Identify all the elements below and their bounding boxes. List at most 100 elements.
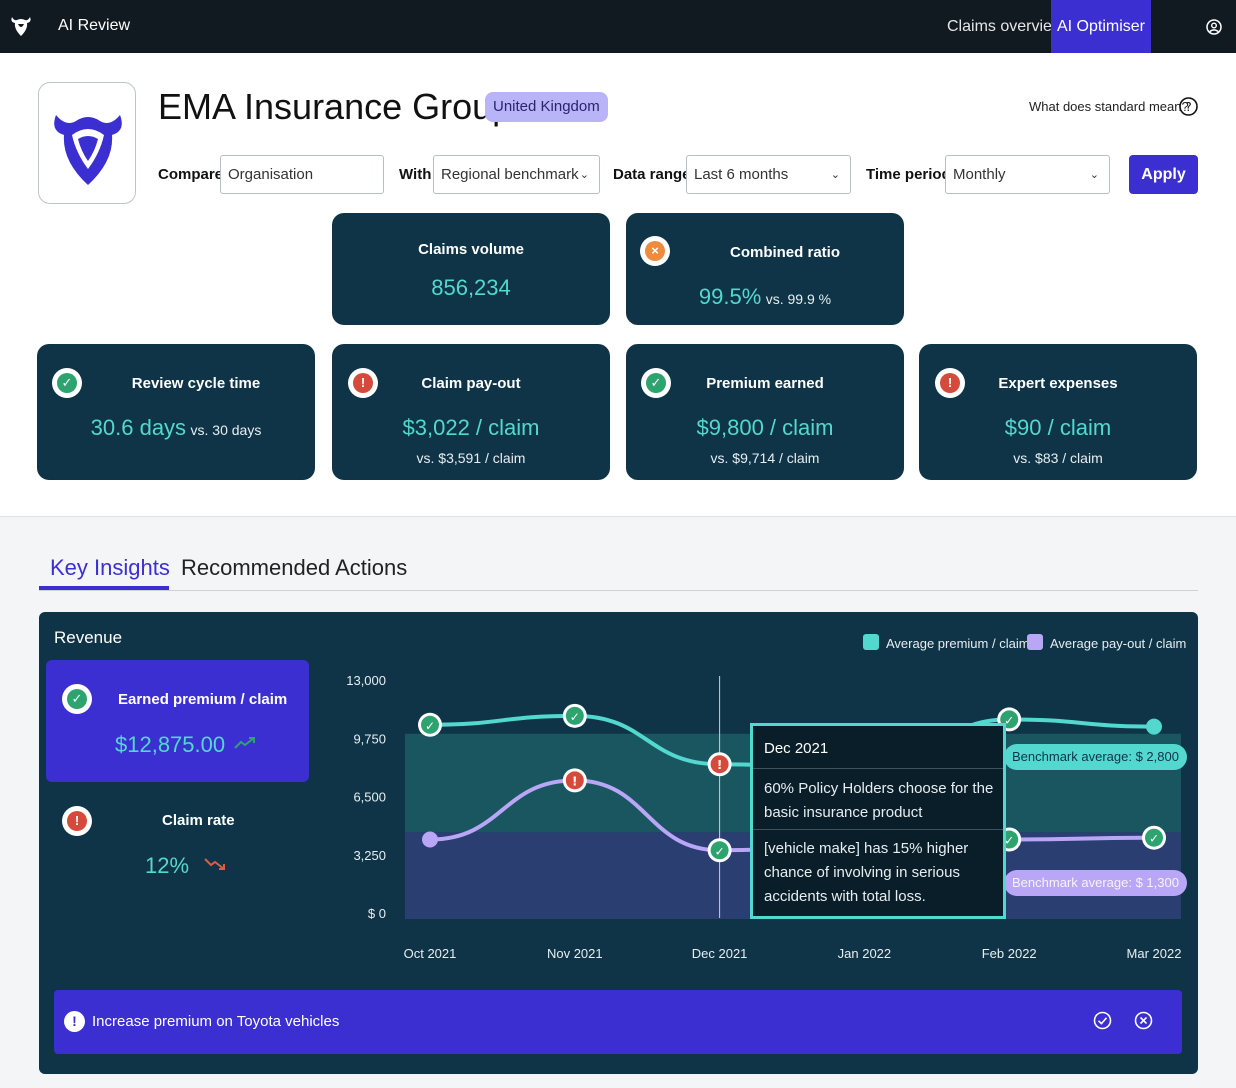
time-period-value: Monthly <box>953 166 1006 183</box>
organisation-logo <box>38 82 136 204</box>
alert-icon: ! <box>64 1011 85 1032</box>
kpi-value: 30.6 days <box>90 415 187 440</box>
y-tick-label: 13,000 <box>346 673 386 688</box>
check-point-icon <box>421 715 439 734</box>
metric-value: 12% <box>145 853 190 878</box>
kpi-premium-earned[interactable]: ✓ Premium earned $9,800 / claim vs. $9,7… <box>626 344 904 480</box>
x-tick-label: Nov 2021 <box>547 946 603 961</box>
warning-orange-icon: × <box>640 236 670 266</box>
x-tick-label: Dec 2021 <box>692 946 748 961</box>
kpi-title: Claims volume <box>418 241 524 258</box>
legend-swatch-premium <box>863 634 879 650</box>
kpi-title: Expert expenses <box>998 375 1118 392</box>
check-point-icon <box>1145 828 1163 847</box>
benchmark-premium-pill: Benchmark average: $ 2,800 <box>1004 744 1187 770</box>
metric-value: $12,875.00 <box>115 732 226 757</box>
kpi-comparison: vs. $9,714 / claim <box>710 450 820 466</box>
x-tick-label: Mar 2022 <box>1127 946 1182 961</box>
point-glyph: ✓ <box>1149 832 1159 846</box>
kpi-title: Claim pay-out <box>421 375 521 392</box>
trend-down-icon <box>204 858 225 870</box>
chart-tooltip: Dec 2021 60% Policy Holders choose for t… <box>750 723 1006 919</box>
data-range-value: Last 6 months <box>694 166 789 183</box>
point-glyph: ✓ <box>1004 713 1014 727</box>
chevron-down-icon: ⌄ <box>579 169 589 181</box>
y-tick-label: 9,750 <box>353 731 386 746</box>
kpi-expert-expenses[interactable]: ! Expert expenses $90 / claim vs. $83 / … <box>919 344 1197 480</box>
legend-premium[interactable]: Average premium / claim <box>886 636 1030 651</box>
bull-head-icon <box>54 115 122 185</box>
compare-input[interactable]: Organisation <box>220 155 384 194</box>
bull-logo-icon[interactable] <box>9 14 33 38</box>
tooltip-insight-1: 60% Policy Holders choose for the basic … <box>764 780 994 821</box>
revenue-title: Revenue <box>54 628 123 647</box>
kpi-combined-ratio[interactable]: × Combined ratio 99.5% vs. 99.9 % <box>626 213 904 325</box>
kpi-comparison: vs. $3,591 / claim <box>416 450 526 466</box>
chevron-down-icon: ⌄ <box>1089 169 1099 181</box>
point-glyph: ✓ <box>1004 834 1014 848</box>
top-nav: AI Review Claims overview AI Optimiser <box>0 0 1236 53</box>
data-range-select[interactable]: Last 6 months ⌄ <box>686 155 851 194</box>
check-point-icon <box>710 841 729 860</box>
trend-up-icon <box>234 737 255 749</box>
dismiss-close-icon[interactable] <box>1134 1011 1153 1030</box>
kpi-title: Review cycle time <box>131 375 261 392</box>
recommendation-text: Increase premium on Toyota vehicles <box>92 1013 340 1030</box>
tab-divider <box>39 590 1198 591</box>
tab-recommended-actions[interactable]: Recommended Actions <box>181 555 408 580</box>
data-range-label: Data range <box>613 166 691 183</box>
accept-check-icon[interactable] <box>1093 1011 1112 1030</box>
with-label: With <box>399 166 432 183</box>
compare-value: Organisation <box>228 166 314 183</box>
point-glyph: ✓ <box>570 710 580 724</box>
kpi-review-cycle-time[interactable]: ✓ Review cycle time 30.6 days vs. 30 day… <box>37 344 315 480</box>
legend-swatch-payout <box>1027 634 1043 650</box>
with-value: Regional benchmark <box>441 166 579 183</box>
kpi-comparison: vs. $83 / claim <box>1013 450 1103 466</box>
kpi-claim-payout[interactable]: ! Claim pay-out $3,022 / claim vs. $3,59… <box>332 344 610 480</box>
nav-ai-optimiser[interactable]: AI Optimiser <box>1051 0 1151 53</box>
benchmark-payout-pill: Benchmark average: $ 1,300 <box>1004 870 1187 896</box>
time-period-select[interactable]: Monthly ⌄ <box>945 155 1110 194</box>
metric-title: Claim rate <box>162 812 235 829</box>
check-point-icon <box>565 706 584 725</box>
recommendation-bar: ! Increase premium on Toyota vehicles <box>54 990 1182 1054</box>
kpi-value: $3,022 / claim <box>402 415 540 440</box>
metric-title: Earned premium / claim <box>118 691 288 708</box>
svg-text:?: ? <box>1185 100 1191 114</box>
kpi-value: 856,234 <box>431 275 511 300</box>
organisation-name: EMA Insurance Group <box>158 86 513 127</box>
apply-button[interactable]: Apply <box>1129 155 1198 194</box>
check-circle-icon: ✓ <box>52 368 82 398</box>
nav-claims-overview[interactable]: Claims overview <box>947 18 1064 35</box>
app-title[interactable]: AI Review <box>58 17 131 34</box>
y-tick-label: $ 0 <box>368 906 386 921</box>
metric-earned-premium[interactable] <box>46 660 309 782</box>
active-tab-indicator <box>39 586 169 590</box>
x-tick-label: Oct 2021 <box>404 946 457 961</box>
tooltip-month: Dec 2021 <box>764 740 829 757</box>
chevron-down-icon: ⌄ <box>830 169 840 181</box>
data-point <box>422 831 438 848</box>
tab-key-insights[interactable]: Key Insights <box>50 555 170 580</box>
point-glyph: ✓ <box>425 719 435 733</box>
question-icon[interactable]: ? <box>1179 97 1198 116</box>
kpi-value: 99.5% <box>698 284 762 309</box>
alert-circle-icon: ! <box>348 368 378 398</box>
with-select[interactable]: Regional benchmark ⌄ <box>433 155 600 194</box>
kpi-title: Combined ratio <box>729 244 840 261</box>
kpi-value: $9,800 / claim <box>696 415 834 440</box>
y-tick-label: 6,500 <box>353 790 386 805</box>
check-circle-icon: ✓ <box>62 684 92 714</box>
standard-help-link[interactable]: What does standard mean? <box>1029 99 1189 114</box>
x-tick-label: Feb 2022 <box>982 946 1037 961</box>
alert-point-icon <box>565 771 584 790</box>
tooltip-divider <box>753 829 1003 830</box>
kpi-comparison: vs. 30 days <box>190 422 262 438</box>
point-glyph: ! <box>717 758 722 772</box>
alert-circle-icon: ! <box>62 806 92 836</box>
kpi-claims-volume[interactable]: Claims volume 856,234 <box>332 213 610 325</box>
user-account-icon[interactable] <box>1206 19 1222 35</box>
compare-label: Compare <box>158 166 224 183</box>
legend-payout[interactable]: Average pay-out / claim <box>1050 636 1187 651</box>
